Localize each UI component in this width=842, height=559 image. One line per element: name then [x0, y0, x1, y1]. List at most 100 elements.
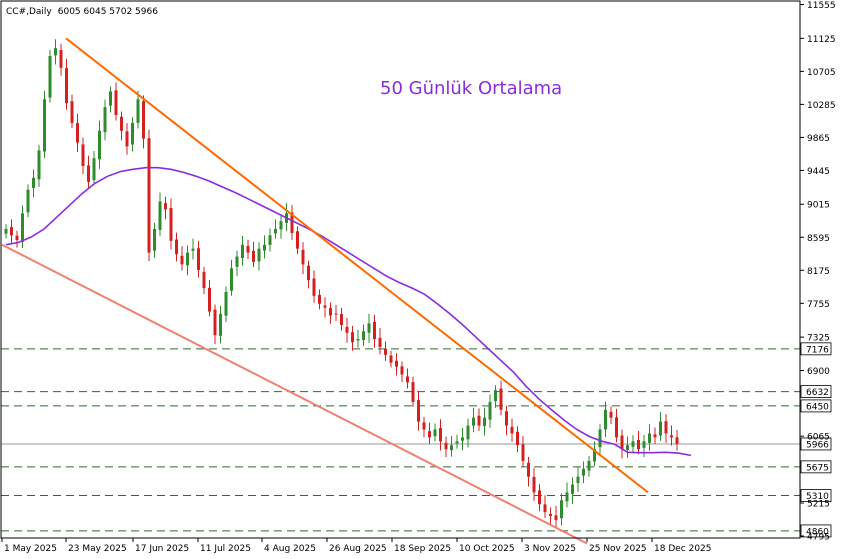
- candle-body: [334, 313, 338, 315]
- y-tick-label-10: 7325: [807, 334, 830, 344]
- candle-body: [114, 90, 118, 116]
- candle-body: [466, 425, 470, 440]
- x-tick-label-2: 17 Jun 2025: [135, 544, 189, 554]
- ma-annotation: 50 Günlük Ortalama: [380, 78, 562, 99]
- x-tick-label-5: 26 Aug 2025: [329, 544, 387, 554]
- candle-body: [587, 460, 591, 471]
- level-label-0: 7176: [806, 345, 829, 355]
- candle-body: [444, 442, 448, 450]
- y-tick-label-7: 8595: [807, 234, 830, 244]
- candle-body: [59, 50, 63, 68]
- candle-body: [367, 323, 371, 333]
- level-label-box-2: [800, 399, 832, 413]
- candle-body: [147, 138, 151, 253]
- y-tick-label-0: 11555: [807, 1, 836, 11]
- candle-body: [142, 101, 145, 139]
- candle-body: [389, 355, 393, 363]
- y-tick-label-1: 11125: [807, 35, 836, 45]
- candle-body: [136, 99, 140, 123]
- candle-body: [318, 294, 321, 304]
- candle-body: [532, 476, 536, 493]
- candle-body: [642, 441, 646, 448]
- candle-body: [400, 366, 404, 375]
- candle-body: [268, 235, 272, 245]
- candle-body: [411, 382, 415, 402]
- x-tick-label-4: 4 Aug 2025: [264, 544, 316, 554]
- y-tick-label-9: 7755: [807, 300, 830, 310]
- candle-body: [521, 444, 525, 461]
- candles-layer: [4, 39, 679, 529]
- candle-body: [153, 229, 156, 251]
- trend-line-lower: [1, 243, 588, 545]
- candle-body: [675, 437, 679, 444]
- candle-body: [439, 428, 442, 442]
- y-tick-label-2: 10705: [807, 68, 836, 78]
- candle-body: [461, 437, 464, 441]
- candle-body: [499, 388, 503, 410]
- x-tick-label-10: 18 Dec 2025: [654, 544, 712, 554]
- candle-body: [10, 227, 13, 236]
- x-tick-label-3: 11 Jul 2025: [200, 544, 251, 554]
- level-label-box-1: [800, 385, 832, 399]
- candle-body: [455, 441, 459, 444]
- candle-body: [32, 177, 35, 189]
- candle-body: [246, 245, 250, 253]
- candle-body: [92, 158, 96, 181]
- level-label-4: 5310: [806, 492, 829, 502]
- candle-body: [191, 248, 195, 251]
- levels-layer: [1, 348, 800, 532]
- candle-body: [103, 107, 107, 133]
- candle-body: [224, 291, 228, 316]
- candle-body: [274, 229, 277, 234]
- candle-body: [307, 265, 310, 281]
- candle-body: [37, 150, 41, 180]
- level-label-box-0: [800, 342, 832, 356]
- candle-body: [356, 339, 360, 341]
- candle-body: [615, 417, 618, 438]
- overlay-layer: [1, 37, 692, 545]
- candle-body: [604, 409, 607, 430]
- candle-body: [527, 462, 530, 477]
- y-tick-label-12: 6065: [807, 433, 830, 443]
- candle-body: [323, 305, 327, 308]
- y-tick-label-6: 9015: [807, 201, 830, 211]
- candle-body: [26, 189, 30, 213]
- level-label-box-3: [800, 460, 832, 474]
- candle-body: [483, 417, 486, 427]
- candle-body: [450, 445, 453, 451]
- candle-body: [230, 268, 233, 291]
- trend-line-upper: [65, 37, 649, 494]
- candle-body: [505, 411, 508, 426]
- candle-body: [571, 484, 574, 494]
- y-tick-label-14: 4795: [807, 533, 830, 543]
- candle-body: [406, 376, 409, 383]
- level-label-1: 6632: [806, 388, 829, 398]
- candle-body: [653, 434, 657, 438]
- candle-body: [477, 415, 481, 426]
- candle-body: [312, 278, 316, 296]
- y-tick-label-11: 6900: [807, 367, 830, 377]
- candle-body: [428, 431, 431, 438]
- candle-body: [631, 441, 635, 447]
- candle-body: [543, 504, 547, 513]
- candle-body: [549, 513, 552, 516]
- candle-body: [241, 244, 244, 258]
- symbol-label: CC#,Daily: [6, 7, 52, 17]
- candle-body: [598, 429, 602, 448]
- candle-body: [417, 400, 420, 422]
- candle-body: [21, 213, 24, 242]
- candle-body: [48, 56, 52, 98]
- candle-body: [494, 390, 497, 402]
- candle-body: [65, 68, 68, 104]
- candle-body: [488, 401, 492, 420]
- level-label-2: 6450: [806, 402, 829, 412]
- candle-body: [395, 360, 398, 367]
- candle-body: [609, 411, 613, 418]
- candle-body: [290, 212, 294, 233]
- y-tick-label-5: 9445: [807, 167, 830, 177]
- candle-body: [422, 422, 426, 430]
- candle-body: [54, 48, 57, 56]
- level-label-5: 4860: [806, 527, 829, 537]
